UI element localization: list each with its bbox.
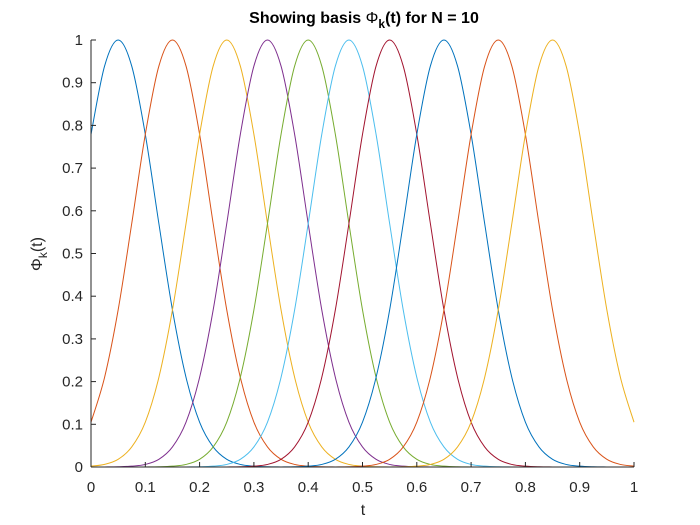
x-tick-label: 0.6 — [406, 479, 427, 496]
chart-title: Showing basis Φk(t) for N = 10 — [249, 10, 479, 31]
series-line-10 — [90, 39, 635, 468]
y-axis-label-subscript: k — [36, 251, 50, 258]
series-line-4 — [90, 39, 634, 468]
series-line-6 — [90, 39, 634, 468]
series-line-5 — [90, 39, 634, 468]
x-axis-label: t — [361, 502, 366, 519]
series-line-7 — [90, 39, 634, 468]
y-tick-label: 0.6 — [62, 203, 83, 220]
y-tick-label: 0.4 — [62, 288, 83, 305]
x-tick-label: 0.8 — [515, 479, 536, 496]
x-tick-label: 1 — [630, 479, 638, 496]
series-line-8 — [90, 39, 635, 468]
series-line-1 — [90, 39, 634, 468]
chart-title-symbol: Φ — [366, 10, 379, 27]
y-axis-label-suffix: (t) — [29, 237, 46, 252]
x-tick-label: 0.9 — [569, 479, 590, 496]
x-tick-label: 0.2 — [189, 479, 210, 496]
x-tick-layer: 0 0.1 0.2 0.3 0.4 0.5 0.6 0.7 0.8 0.9 1 — [87, 462, 638, 496]
y-axis-label: Φk(t) — [29, 237, 50, 271]
y-tick-label: 0.3 — [62, 331, 83, 348]
y-tick-label: 0 — [75, 459, 83, 476]
x-tick-label: 0 — [87, 479, 95, 496]
y-tick-layer: 0 0.1 0.2 0.3 0.4 0.5 0.6 0.7 0.8 0.9 1 — [62, 32, 96, 476]
x-tick-label: 0.1 — [135, 479, 156, 496]
series-line-9 — [90, 39, 635, 468]
series-line-2 — [90, 39, 634, 468]
y-tick-label: 0.2 — [62, 374, 83, 391]
y-tick-label: 0.1 — [62, 416, 83, 433]
chart-title-prefix: Showing basis — [249, 10, 365, 27]
y-tick-label: 1 — [75, 32, 83, 49]
y-axis-label-symbol: Φ — [29, 258, 46, 271]
x-tick-label: 0.7 — [461, 479, 482, 496]
series-line-3 — [90, 39, 634, 468]
x-tick-label: 0.4 — [298, 479, 319, 496]
x-tick-label: 0.3 — [243, 479, 264, 496]
x-tick-label: 0.5 — [352, 479, 373, 496]
chart-title-subscript: k — [378, 17, 385, 31]
y-tick-label: 0.5 — [62, 246, 83, 263]
y-tick-label: 0.9 — [62, 75, 83, 92]
chart-title-suffix: (t) for N = 10 — [385, 10, 479, 27]
axes-box — [90, 40, 634, 468]
series-layer — [90, 39, 635, 468]
y-tick-label: 0.7 — [62, 160, 83, 177]
y-tick-label: 0.8 — [62, 117, 83, 134]
